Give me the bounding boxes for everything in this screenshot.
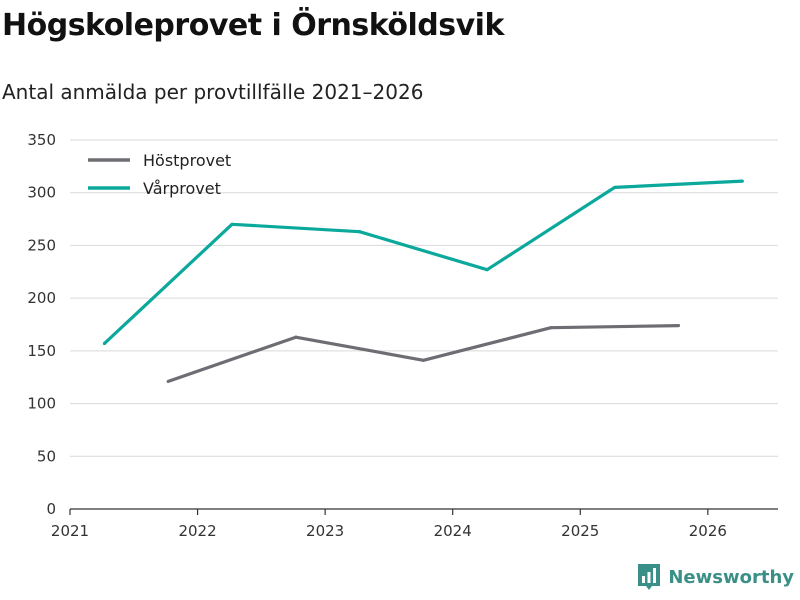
chart-title: Högskoleprovet i Örnsköldsvik [2,8,504,43]
x-tick-label: 2024 [434,522,472,540]
y-tick-label: 150 [27,342,56,360]
series-line-varprovet [103,179,743,345]
data-point [613,185,617,190]
axes: 0 50 100 150 200 250 300 350 2021 2022 2023 2024 202… [27,131,778,540]
legend-label: Vårprovet [143,179,221,198]
data-point [102,341,107,346]
x-tick-label: 2021 [51,522,89,540]
data-point [421,358,425,362]
y-tick-label: 200 [27,289,56,307]
data-point [166,379,170,384]
newsworthy-brand: Newsworthy [636,562,794,592]
series-line-hostprovet [167,324,679,383]
chart-subtitle: Antal anmälda per provtillfälle 2021–202… [2,80,424,104]
x-tick-label: 2026 [689,522,727,540]
legend-label: Höstprovet [143,151,231,170]
y-tick-label: 300 [27,184,56,202]
data-point [357,230,362,234]
brand-name: Newsworthy [668,566,794,588]
data-point [230,222,234,226]
x-tick-label: 2025 [561,522,599,540]
x-tick-label: 2022 [178,522,216,540]
legend: Höstprovet Vårprovet [88,151,231,198]
series-lines [102,179,744,384]
data-point [485,268,489,272]
data-point [740,179,744,183]
y-tick-label: 350 [27,131,56,149]
data-point [549,326,553,330]
gridlines [70,139,778,457]
x-tick-label: 2023 [306,522,344,540]
data-point [676,323,681,328]
y-tick-label: 100 [27,395,56,413]
newsworthy-logo-icon [638,564,661,590]
y-tick-label: 250 [27,236,56,254]
data-point [294,335,298,339]
y-tick-label: 0 [46,500,56,518]
y-tick-label: 50 [37,447,56,465]
